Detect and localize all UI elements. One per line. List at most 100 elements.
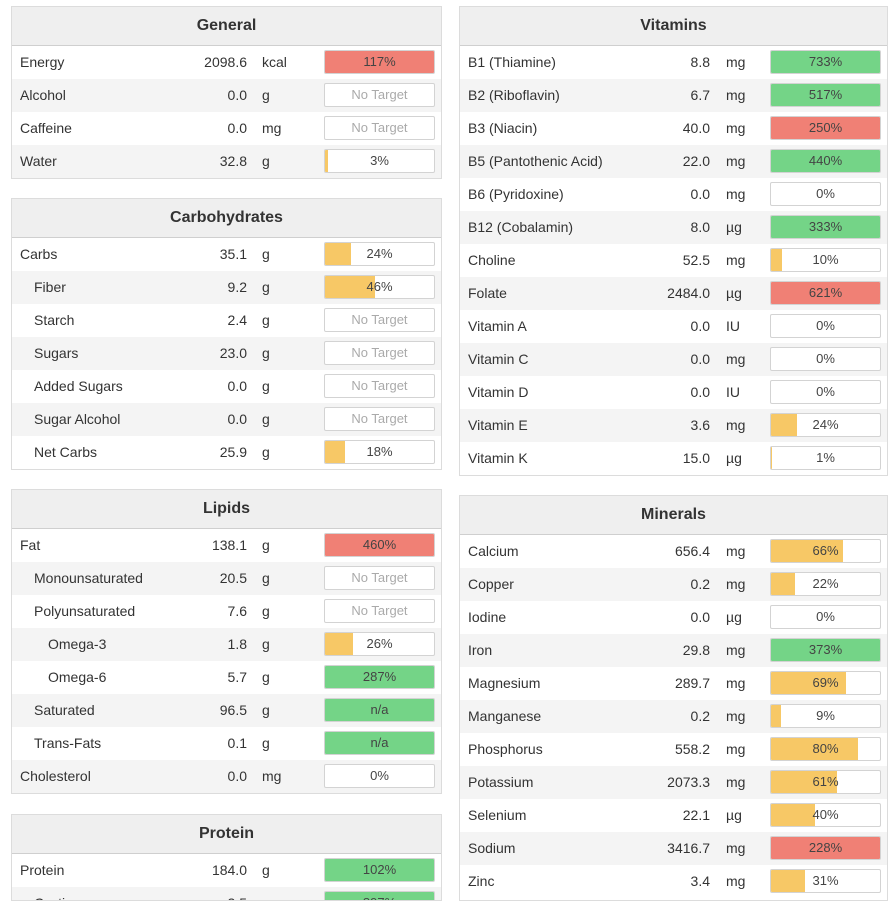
progress-fill [325, 666, 434, 688]
carbohydrates-panel: Carbohydrates Carbs 35.1 g 24% Fiber 9.2 g 46% S… [11, 198, 442, 470]
target-progress-bar: No Target [324, 116, 435, 140]
nutrient-row: Folate 2484.0 µg 621% [460, 277, 887, 310]
nutrient-name: Sugars [34, 345, 79, 361]
nutrient-name: B6 (Pyridoxine) [468, 186, 564, 202]
nutrient-amount: 0.0 [690, 384, 710, 400]
nutrient-row: Sugars 23.0 g No Target [12, 337, 441, 370]
progress-fill [325, 859, 434, 881]
target-progress-bar: 40% [770, 803, 881, 827]
nutrient-amount: 9.2 [227, 279, 247, 295]
progress-fill [771, 705, 781, 727]
nutrient-amount: 0.1 [227, 735, 247, 751]
target-progress-bar: 0% [770, 380, 881, 404]
nutrient-unit: g [262, 636, 270, 652]
target-progress-bar: 373% [770, 638, 881, 662]
target-progress-bar: 0% [324, 764, 435, 788]
nutrient-amount: 40.0 [682, 120, 710, 136]
target-progress-bar: 9% [770, 704, 881, 728]
nutrient-name: Monounsaturated [34, 570, 143, 586]
nutrient-unit: µg [726, 285, 742, 301]
nutrient-name: Added Sugars [34, 378, 123, 394]
target-progress-bar: 26% [324, 632, 435, 656]
progress-fill [771, 117, 880, 139]
progress-fill [771, 639, 880, 661]
nutrient-row: Sodium 3416.7 mg 228% [460, 832, 887, 865]
nutrient-amount: 0.0 [227, 120, 247, 136]
target-progress-bar: 228% [770, 836, 881, 860]
target-progress-bar: No Target [324, 566, 435, 590]
target-progress-bar: 460% [324, 533, 435, 557]
target-progress-bar: 102% [324, 858, 435, 882]
panel-title: Minerals [460, 496, 887, 535]
progress-fill [325, 633, 354, 655]
progress-percent: No Target [351, 345, 408, 360]
nutrient-unit: IU [726, 384, 740, 400]
nutrient-unit: mg [726, 120, 746, 136]
nutrient-row: Added Sugars 0.0 g No Target [12, 370, 441, 403]
progress-percent: 621% [808, 285, 843, 300]
target-progress-bar: No Target [324, 308, 435, 332]
nutrient-unit: g [262, 669, 270, 685]
nutrient-unit: mg [726, 642, 746, 658]
nutrient-row: B1 (Thiamine) 8.8 mg 733% [460, 46, 887, 79]
progress-fill [771, 249, 782, 271]
progress-percent: No Target [351, 87, 408, 102]
nutrient-row: Cystine 2.5 g 897% [12, 887, 441, 900]
target-progress-bar: 733% [770, 50, 881, 74]
nutrient-name: Net Carbs [34, 444, 98, 460]
nutrient-unit: mg [726, 252, 746, 268]
nutrient-unit: mg [726, 774, 746, 790]
target-progress-bar: 333% [770, 215, 881, 239]
nutrient-row: Omega-6 5.7 g 287% [12, 661, 441, 694]
nutrient-unit: g [262, 537, 270, 553]
target-progress-bar: 0% [770, 605, 881, 629]
nutrient-unit: g [262, 887, 270, 900]
nutrient-name: Choline [468, 252, 516, 268]
nutrient-name: Omega-6 [48, 669, 107, 685]
nutrient-name: Saturated [34, 702, 95, 718]
nutrient-amount: 52.5 [682, 252, 710, 268]
nutrient-row: Caffeine 0.0 mg No Target [12, 112, 441, 145]
nutrient-unit: g [262, 411, 270, 427]
nutrient-name: Iodine [468, 609, 507, 625]
progress-percent: 24% [366, 246, 393, 261]
progress-percent: 0% [816, 186, 835, 201]
nutrient-row: Magnesium 289.7 mg 69% [460, 667, 887, 700]
nutrient-row: Saturated 96.5 g n/a [12, 694, 441, 727]
target-progress-bar: 69% [770, 671, 881, 695]
target-progress-bar: No Target [324, 599, 435, 623]
nutrient-unit: mg [726, 576, 746, 592]
target-progress-bar: 0% [770, 182, 881, 206]
nutrient-row: Manganese 0.2 mg 9% [460, 700, 887, 733]
progress-percent: 440% [808, 153, 843, 168]
nutrient-row: Calcium 656.4 mg 66% [460, 535, 887, 568]
nutrient-unit: mg [726, 186, 746, 202]
progress-fill [771, 870, 805, 892]
protein-panel: Protein Protein 184.0 g 102% Cystine 2.5 g 897% [11, 814, 442, 901]
progress-percent: 66% [812, 543, 839, 558]
nutrient-unit: g [262, 246, 270, 262]
panel-title: Lipids [12, 490, 441, 529]
panel-title: General [12, 7, 441, 46]
nutrient-unit: µg [726, 450, 742, 466]
nutrient-name: Magnesium [468, 675, 541, 691]
progress-fill [771, 837, 880, 859]
progress-percent: 69% [812, 675, 839, 690]
nutrient-name: Carbs [20, 246, 58, 262]
nutrient-unit: g [262, 570, 270, 586]
target-progress-bar: 22% [770, 572, 881, 596]
nutrient-name: B12 (Cobalamin) [468, 219, 574, 235]
nutrient-unit: mg [262, 768, 282, 784]
progress-percent: 102% [362, 862, 397, 877]
nutrient-name: Cholesterol [20, 768, 91, 784]
nutrient-unit: g [262, 153, 270, 169]
nutrient-amount: 184.0 [211, 862, 247, 878]
nutrient-unit: g [262, 603, 270, 619]
progress-percent: 897% [325, 892, 434, 900]
nutrient-unit: mg [726, 840, 746, 856]
nutrient-amount: 22.0 [682, 153, 710, 169]
nutrient-unit: mg [726, 543, 746, 559]
progress-fill [325, 699, 434, 721]
nutrient-unit: mg [726, 54, 746, 70]
target-progress-bar: 440% [770, 149, 881, 173]
